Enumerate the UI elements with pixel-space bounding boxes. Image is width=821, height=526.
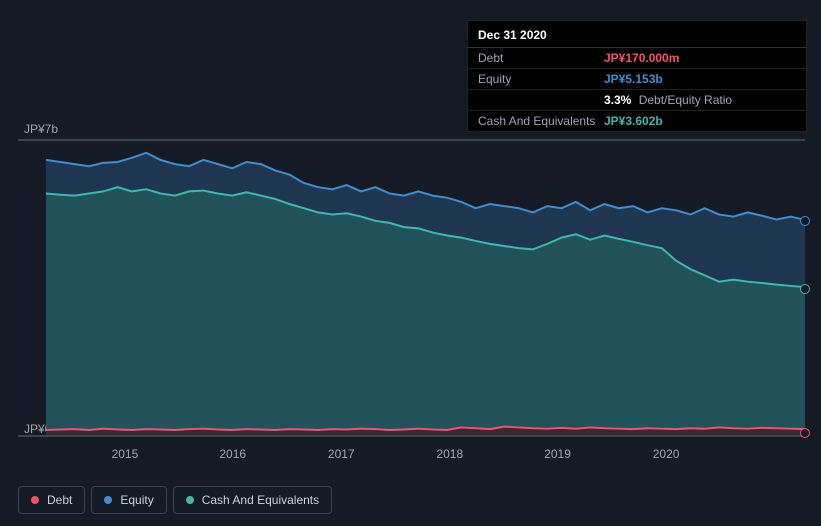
legend-item-equity[interactable]: Equity bbox=[91, 486, 166, 514]
legend-item-debt[interactable]: Debt bbox=[18, 486, 85, 514]
legend-label: Equity bbox=[120, 493, 153, 507]
xaxis-tick: 2015 bbox=[112, 447, 139, 461]
tooltip-title: Dec 31 2020 bbox=[468, 21, 806, 48]
tooltip-row-label: Debt bbox=[478, 51, 604, 65]
tooltip-row-label bbox=[478, 93, 604, 107]
tooltip-body: DebtJP¥170.000mEquityJP¥5.153b3.3% Debt/… bbox=[468, 48, 806, 131]
tooltip-row-value: 3.3% Debt/Equity Ratio bbox=[604, 93, 732, 107]
legend-label: Debt bbox=[47, 493, 72, 507]
tooltip-row-label: Equity bbox=[478, 72, 604, 86]
tooltip-row-value: JP¥5.153b bbox=[604, 72, 663, 86]
xaxis-tick: 2020 bbox=[653, 447, 680, 461]
legend: Debt Equity Cash And Equivalents bbox=[18, 486, 332, 514]
yaxis-top-label: JP¥7b bbox=[24, 122, 58, 136]
tooltip-row-sub: Debt/Equity Ratio bbox=[635, 93, 732, 107]
tooltip-row: Cash And EquivalentsJP¥3.602b bbox=[468, 111, 806, 131]
chart-tooltip: Dec 31 2020 DebtJP¥170.000mEquityJP¥5.15… bbox=[467, 20, 807, 132]
tooltip-row: DebtJP¥170.000m bbox=[468, 48, 806, 69]
tooltip-row-label: Cash And Equivalents bbox=[478, 114, 604, 128]
xaxis-tick: 2019 bbox=[544, 447, 571, 461]
tooltip-row: 3.3% Debt/Equity Ratio bbox=[468, 90, 806, 111]
debt-end-marker bbox=[800, 428, 810, 438]
chart-svg bbox=[18, 141, 805, 435]
tooltip-row-value: JP¥170.000m bbox=[604, 51, 679, 65]
legend-label: Cash And Equivalents bbox=[202, 493, 319, 507]
tooltip-row-value: JP¥3.602b bbox=[604, 114, 663, 128]
legend-item-cash[interactable]: Cash And Equivalents bbox=[173, 486, 332, 514]
equity-legend-dot bbox=[104, 496, 112, 504]
tooltip-row: EquityJP¥5.153b bbox=[468, 69, 806, 90]
cash-legend-dot bbox=[186, 496, 194, 504]
equity-end-marker bbox=[800, 216, 810, 226]
xaxis-tick: 2017 bbox=[328, 447, 355, 461]
chart-area[interactable] bbox=[18, 139, 805, 437]
xaxis-tick: 2018 bbox=[436, 447, 463, 461]
debt-legend-dot bbox=[31, 496, 39, 504]
cash-end-marker bbox=[800, 284, 810, 294]
xaxis-tick: 2016 bbox=[219, 447, 246, 461]
